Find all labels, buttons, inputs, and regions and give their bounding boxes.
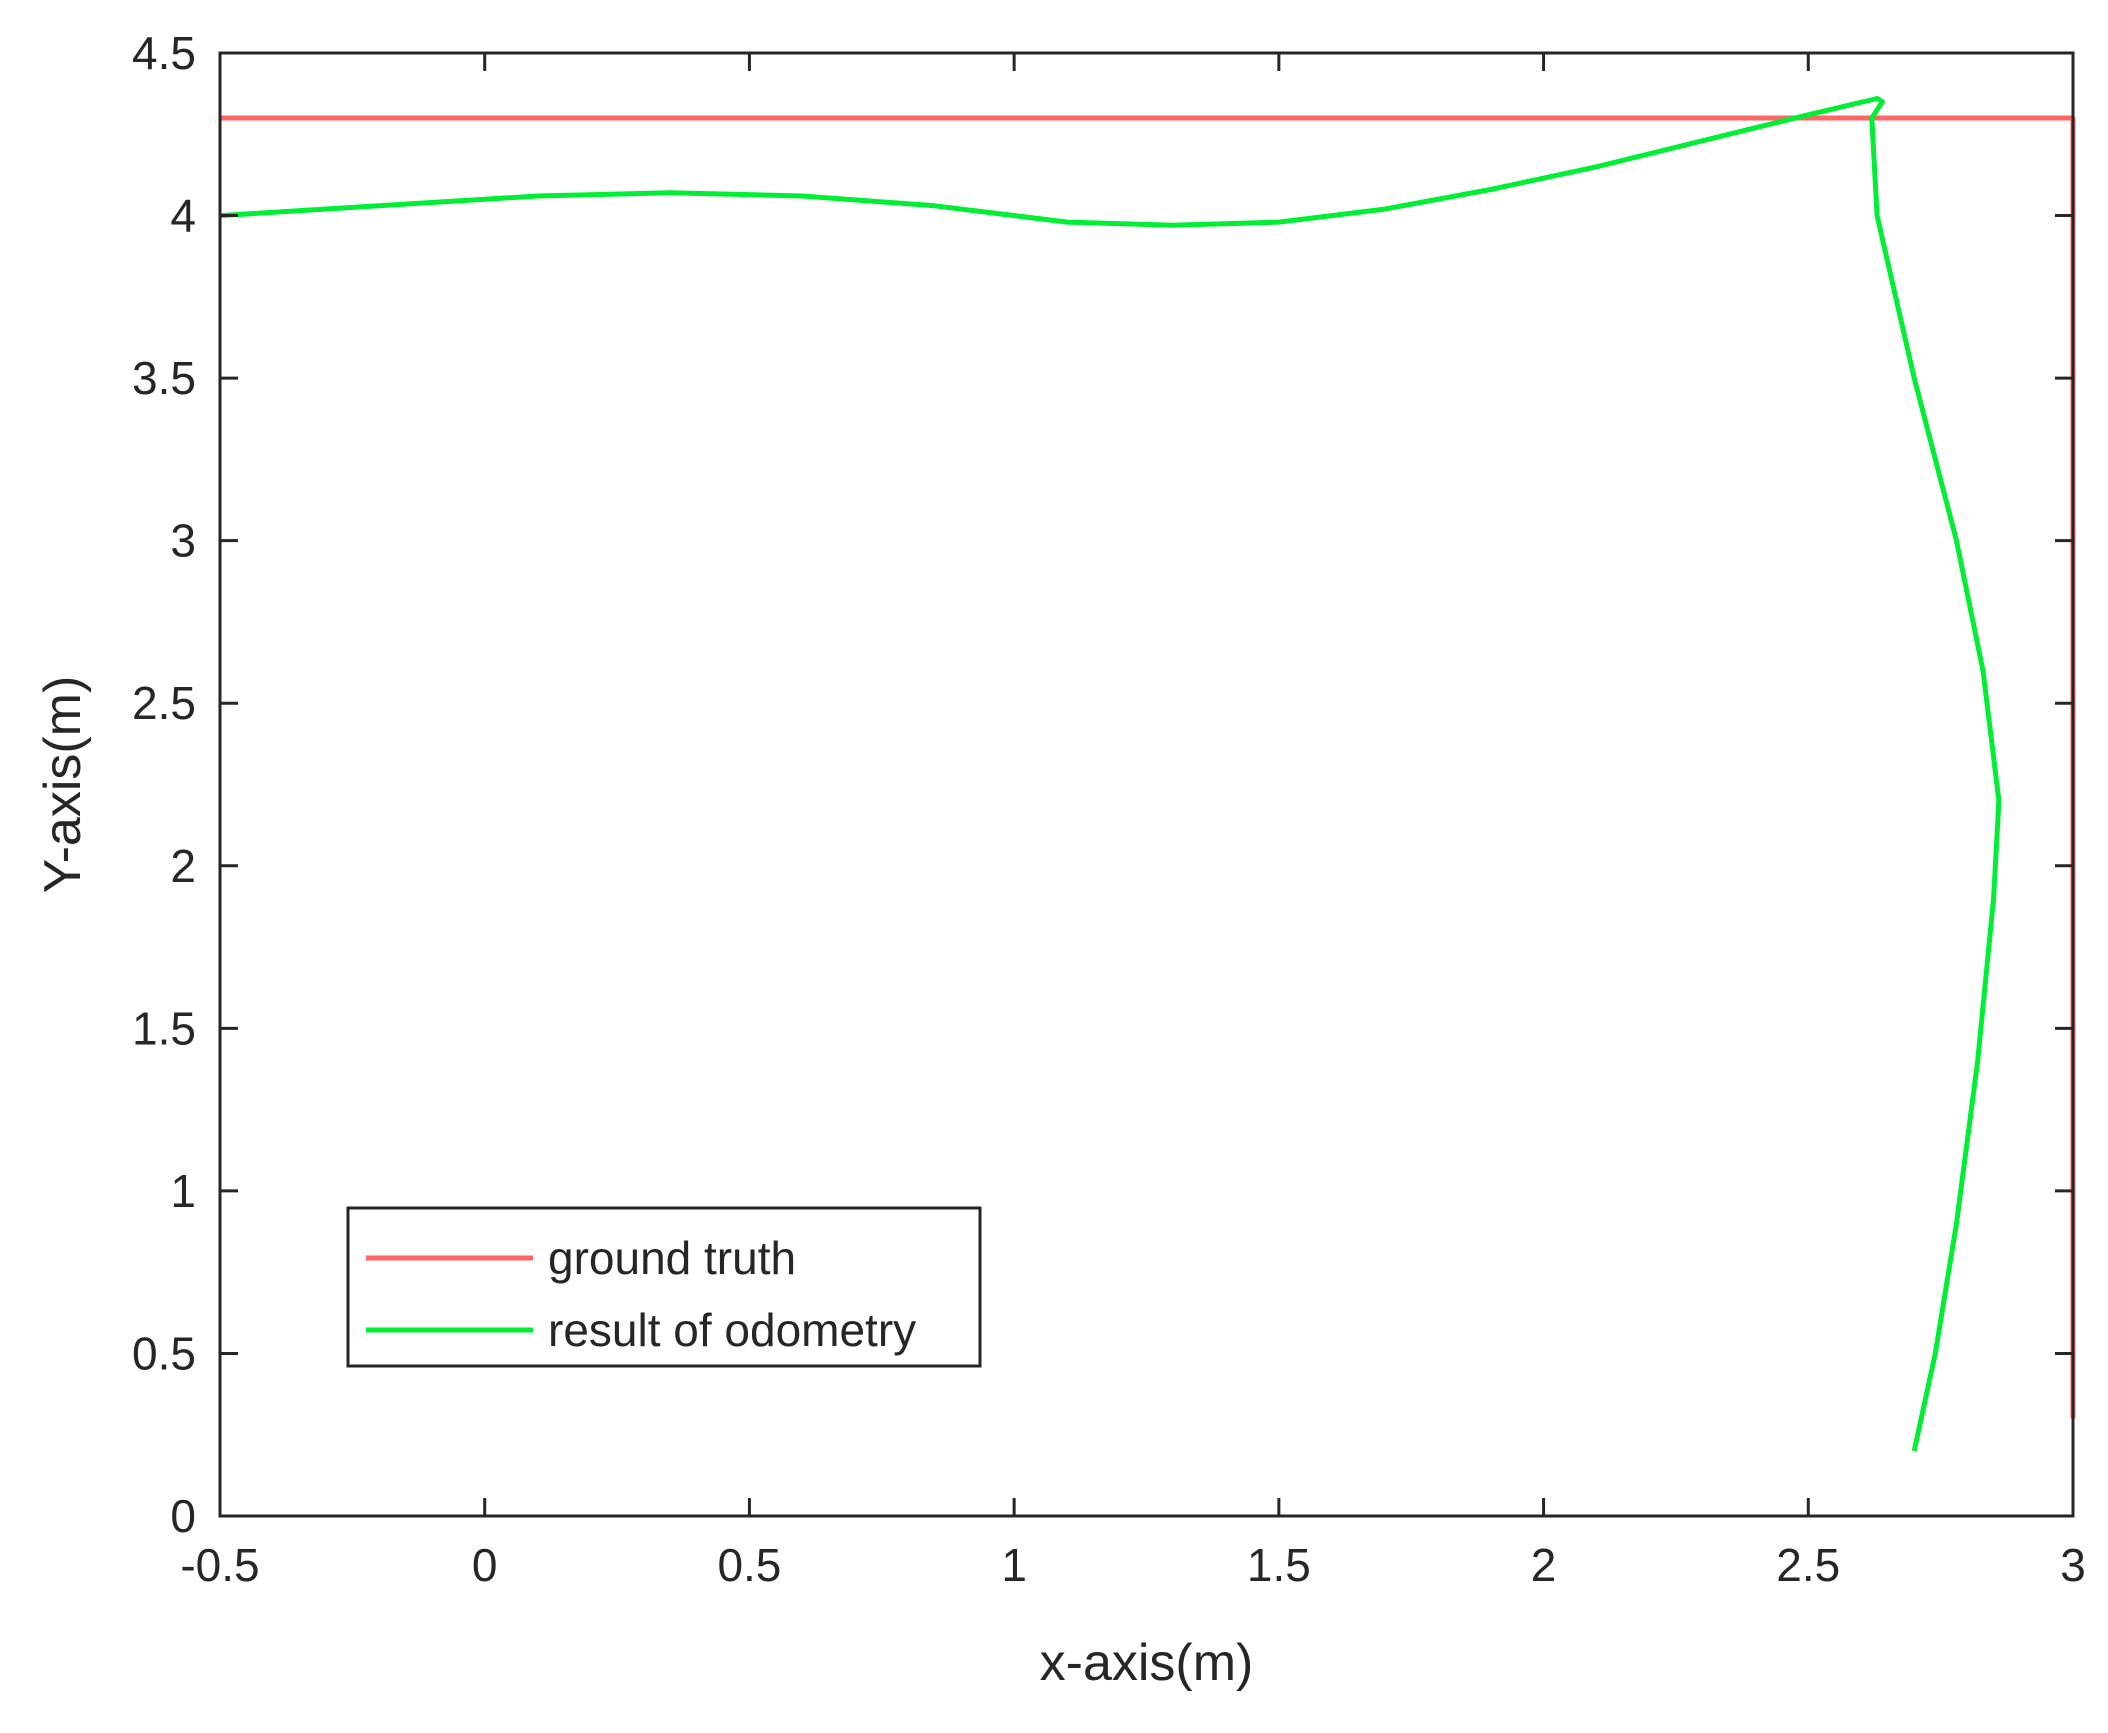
x-tick-label: 3 <box>2060 1539 2086 1591</box>
y-tick-label: 1 <box>170 1165 196 1217</box>
y-tick-label: 0.5 <box>132 1327 196 1379</box>
legend-box <box>346 1206 982 1368</box>
x-tick-label: 1 <box>1001 1539 1027 1591</box>
legend-label: result of odometry <box>548 1304 916 1356</box>
y-tick-label: 4 <box>170 190 196 242</box>
x-tick-label: 2 <box>1531 1539 1557 1591</box>
x-tick-label: 2.5 <box>1776 1539 1840 1591</box>
y-tick-label: 3 <box>170 515 196 567</box>
y-tick-label: 3.5 <box>132 352 196 404</box>
plot-area-frame <box>218 51 2075 1518</box>
x-tick-label: 1.5 <box>1247 1539 1311 1591</box>
x-tick-label: -0.5 <box>180 1539 259 1591</box>
x-axis-label: x-axis(m) <box>1040 1634 1254 1692</box>
y-axis-label: Y-axis(m) <box>34 676 92 894</box>
y-tick-label: 1.5 <box>132 1002 196 1054</box>
legend: ground truth result of odometry <box>346 1206 982 1368</box>
y-tick-label: 2.5 <box>132 677 196 729</box>
legend-label: ground truth <box>548 1232 796 1284</box>
x-tick-label: 0 <box>472 1539 498 1591</box>
y-tick-label: 4.5 <box>132 27 196 79</box>
y-tick-label: 2 <box>170 840 196 892</box>
y-tick-label: 0 <box>170 1490 196 1542</box>
x-tick-label: 0.5 <box>717 1539 781 1591</box>
series-line-odometry <box>219 96 2002 1452</box>
